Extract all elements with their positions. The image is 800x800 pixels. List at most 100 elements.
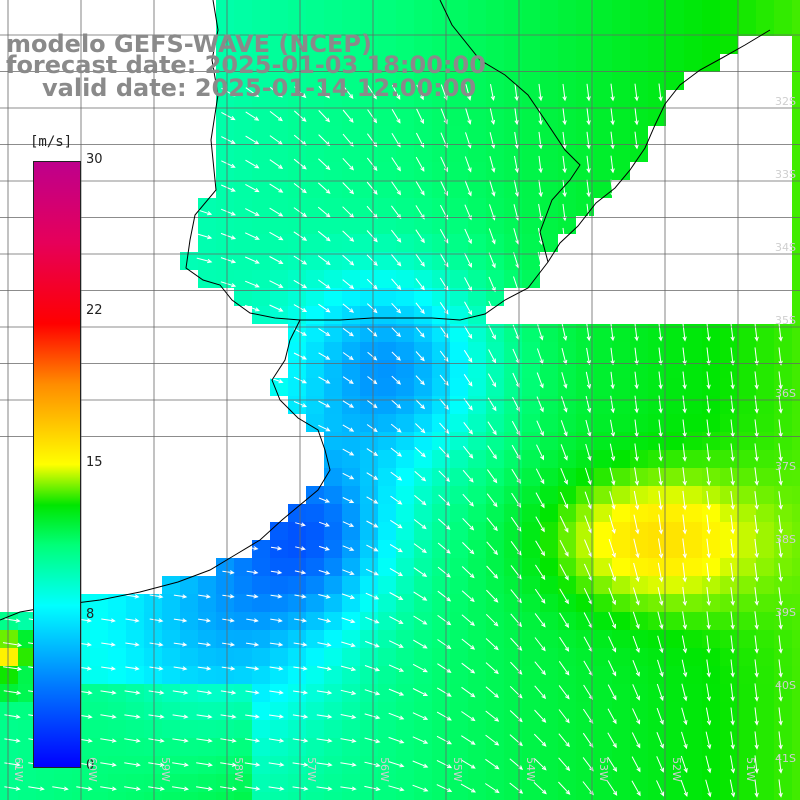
- wind-speed-cell: [504, 90, 522, 108]
- wind-vector-arrow: [754, 683, 759, 702]
- wind-speed-cell: [378, 324, 396, 342]
- wind-speed-cell: [414, 144, 432, 162]
- wind-vector-arrow: [730, 731, 735, 750]
- wind-speed-cell: [576, 144, 594, 162]
- wind-speed-cell: [288, 558, 306, 576]
- wind-speed-cell: [540, 0, 558, 18]
- wind-speed-cell: [684, 18, 702, 36]
- wind-vector-arrow: [706, 683, 711, 702]
- wind-speed-cell: [432, 720, 450, 738]
- wind-speed-cell: [486, 450, 504, 468]
- wind-vector-arrow: [196, 690, 213, 695]
- wind-speed-cell: [450, 792, 468, 800]
- wind-speed-cell: [162, 666, 180, 684]
- wind-speed-cell: [324, 126, 342, 144]
- wind-speed-cell: [792, 324, 800, 342]
- wind-vector-arrow: [680, 779, 688, 797]
- wind-vector-arrow: [559, 612, 570, 629]
- wind-vector-arrow: [388, 688, 405, 696]
- wind-speed-cell: [522, 252, 540, 270]
- wind-speed-cell: [450, 288, 468, 306]
- wind-speed-cell: [306, 594, 324, 612]
- wind-speed-cell: [378, 36, 396, 54]
- wind-speed-cell: [756, 702, 774, 720]
- wind-speed-cell: [270, 630, 288, 648]
- wind-speed-cell: [648, 774, 666, 792]
- wind-speed-cell: [18, 648, 36, 666]
- wind-speed-cell: [324, 162, 342, 180]
- wind-speed-cell: [468, 306, 486, 324]
- wind-speed-cell: [648, 684, 666, 702]
- wind-vector-arrow: [366, 254, 378, 267]
- wind-vector-arrow: [367, 400, 378, 409]
- wind-speed-cell: [252, 648, 270, 666]
- wind-vector-arrow: [658, 443, 663, 462]
- wind-speed-cell: [684, 0, 702, 18]
- wind-vector-arrow: [558, 733, 570, 748]
- wind-speed-cell: [774, 594, 792, 612]
- wind-speed-cell: [414, 162, 432, 180]
- wind-speed-cell: [594, 414, 612, 432]
- wind-speed-cell: [522, 774, 540, 792]
- wind-speed-cell: [558, 648, 576, 666]
- wind-vector-arrow: [341, 593, 356, 600]
- wind-speed-cell: [450, 594, 468, 612]
- wind-speed-cell: [576, 18, 594, 36]
- wind-speed-cell: [126, 774, 144, 792]
- wind-speed-cell: [720, 18, 738, 36]
- wind-vector-arrow: [634, 371, 639, 390]
- wind-speed-cell: [756, 738, 774, 756]
- wind-vector-arrow: [464, 301, 473, 316]
- wind-vector-arrow: [488, 325, 496, 340]
- wind-speed-cell: [252, 684, 270, 702]
- wind-speed-cell: [342, 252, 360, 270]
- wind-vector-arrow: [634, 443, 639, 462]
- wind-speed-cell: [396, 108, 414, 126]
- wind-speed-cell: [414, 720, 432, 738]
- wind-speed-cell: [612, 702, 630, 720]
- wind-speed-cell: [432, 18, 450, 36]
- wind-speed-cell: [270, 522, 288, 540]
- wind-vector-arrow: [439, 302, 449, 315]
- wind-speed-cell: [594, 396, 612, 414]
- wind-speed-cell: [396, 198, 414, 216]
- wind-speed-cell: [756, 414, 774, 432]
- wind-speed-cell: [558, 378, 576, 396]
- wind-speed-cell: [396, 324, 414, 342]
- wind-speed-cell: [612, 54, 630, 72]
- wind-speed-cell: [234, 270, 252, 288]
- wind-speed-cell: [288, 54, 306, 72]
- wind-speed-cell: [378, 486, 396, 504]
- wind-vector-arrow: [778, 539, 783, 559]
- wind-speed-cell: [486, 144, 504, 162]
- wind-speed-cell: [792, 504, 800, 522]
- wind-vector-arrow: [534, 709, 547, 723]
- wind-vector-arrow: [149, 666, 164, 671]
- wind-speed-cell: [342, 72, 360, 90]
- wind-speed-cell: [414, 306, 432, 324]
- wind-speed-cell: [468, 558, 486, 576]
- wind-speed-cell: [324, 234, 342, 252]
- wind-speed-cell: [0, 684, 18, 702]
- wind-speed-cell: [414, 414, 432, 432]
- wind-speed-cell: [468, 36, 486, 54]
- wind-speed-cell: [252, 36, 270, 54]
- wind-vector-arrow: [657, 659, 664, 678]
- wind-vector-arrow: [269, 304, 284, 312]
- wind-speed-cell: [414, 270, 432, 288]
- wind-speed-cell: [270, 252, 288, 270]
- wind-speed-cell: [702, 576, 720, 594]
- wind-speed-cell: [774, 522, 792, 540]
- wind-speed-cell: [630, 54, 648, 72]
- wind-vector-arrow: [609, 491, 616, 510]
- wind-vector-arrow: [342, 497, 355, 503]
- wind-speed-cell: [666, 324, 684, 342]
- wind-speed-cell: [666, 576, 684, 594]
- wind-speed-cell: [612, 378, 630, 396]
- wind-speed-cell: [126, 702, 144, 720]
- wind-speed-cell: [594, 126, 612, 144]
- wind-vector-arrow: [535, 516, 545, 533]
- wind-vector-arrow: [366, 157, 378, 171]
- wind-speed-cell: [378, 234, 396, 252]
- wind-speed-cell: [558, 630, 576, 648]
